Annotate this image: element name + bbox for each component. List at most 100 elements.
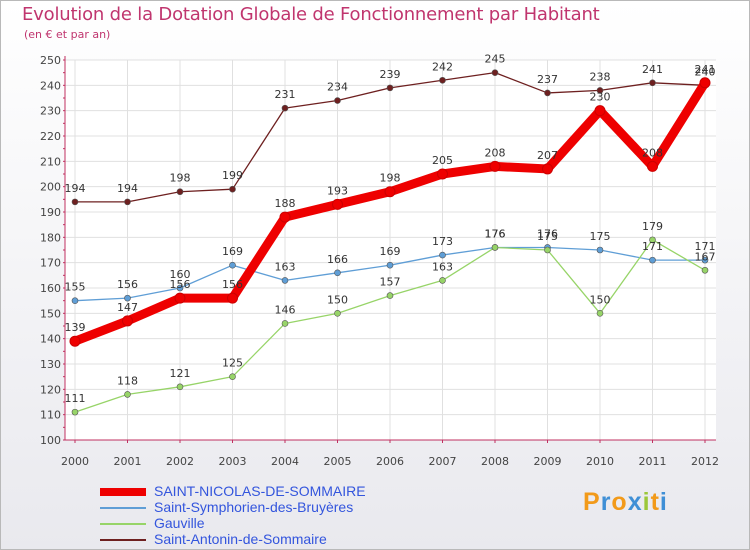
data-point (439, 277, 446, 284)
data-point (334, 269, 341, 277)
data-label: 111 (65, 392, 86, 405)
data-label: 150 (327, 293, 348, 306)
legend-swatch (100, 539, 146, 541)
data-point (439, 76, 446, 84)
data-label: 198 (380, 172, 401, 185)
legend-item-saint-antonin: Saint-Antonin-de-Sommaire (100, 531, 440, 548)
data-point (647, 160, 658, 172)
y-tick-label: 230 (40, 105, 61, 118)
data-point (229, 185, 236, 193)
y-tick-label: 100 (40, 434, 61, 447)
y-tick-label: 120 (40, 383, 61, 396)
legend-item-saint-symphorien: Saint-Symphorien-des-Bruyères (100, 499, 440, 516)
data-point (176, 284, 184, 292)
legend-label: Saint-Symphorien-des-Bruyères (154, 499, 354, 515)
y-tick-label: 220 (40, 130, 61, 143)
data-point (229, 261, 236, 269)
y-tick-label: 140 (40, 333, 61, 346)
y-tick-label: 190 (40, 206, 61, 219)
data-label: 205 (432, 154, 453, 167)
data-label: 239 (380, 68, 401, 81)
data-label: 118 (117, 374, 138, 387)
x-tick-label: 2001 (114, 455, 142, 468)
data-point (281, 277, 289, 284)
data-point (229, 373, 236, 380)
x-tick-label: 2007 (429, 455, 457, 468)
data-point (334, 97, 341, 104)
data-point (71, 297, 79, 304)
chart-title: Evolution de la Dotation Globale de Fonc… (22, 4, 600, 25)
data-point (594, 105, 606, 117)
y-tick-label: 250 (40, 54, 61, 67)
data-label: 176 (537, 227, 558, 240)
data-label: 242 (432, 60, 453, 73)
data-point (122, 315, 133, 327)
data-label: 173 (432, 235, 453, 248)
data-label: 194 (117, 182, 138, 195)
data-point (71, 408, 79, 416)
x-tick-label: 2004 (271, 455, 299, 468)
data-point (176, 383, 184, 391)
data-label: 146 (275, 303, 296, 316)
legend-label: Saint-Antonin-de-Sommaire (154, 531, 327, 547)
x-tick-label: 2005 (324, 455, 352, 468)
data-label: 163 (275, 260, 296, 273)
data-label: 207 (537, 149, 558, 162)
y-tick-label: 240 (40, 79, 61, 92)
data-label: 121 (170, 367, 191, 380)
y-tick-label: 170 (40, 257, 61, 270)
data-label: 230 (590, 91, 611, 104)
data-point (437, 168, 448, 180)
data-point (544, 246, 551, 254)
data-point (174, 292, 186, 304)
data-label: 171 (695, 240, 716, 253)
data-label: 167 (695, 250, 716, 263)
data-point (69, 335, 81, 347)
x-tick-label: 2000 (61, 455, 89, 468)
data-label: 157 (380, 276, 401, 289)
data-label: 166 (327, 253, 348, 266)
data-label: 198 (170, 172, 191, 185)
data-point (701, 256, 709, 264)
legend-item-saint-nicolas: SAINT-NICOLAS-DE-SOMMAIRE (100, 483, 440, 500)
data-label: 169 (380, 245, 401, 258)
data-point (279, 211, 291, 223)
data-label: 208 (485, 146, 506, 159)
data-point (596, 87, 604, 94)
data-label: 193 (327, 184, 348, 197)
data-label: 169 (222, 245, 243, 258)
x-tick-label: 2008 (481, 455, 509, 468)
legend-swatch (100, 488, 146, 496)
data-label: 179 (642, 220, 663, 233)
data-point (491, 69, 499, 76)
data-point (489, 160, 501, 172)
data-point (124, 294, 131, 302)
x-tick-label: 2006 (376, 455, 404, 468)
data-label: 156 (222, 278, 243, 291)
data-label: 156 (170, 278, 191, 291)
data-point (281, 320, 289, 327)
x-tick-label: 2010 (586, 455, 614, 468)
data-point (124, 391, 131, 398)
y-tick-label: 150 (40, 307, 61, 320)
data-label: 155 (65, 281, 86, 294)
data-label: 240 (695, 65, 716, 78)
data-label: 171 (642, 240, 663, 253)
data-label: 150 (590, 293, 611, 306)
data-label: 241 (642, 63, 663, 76)
data-label: 147 (117, 301, 138, 314)
legend-label: SAINT-NICOLAS-DE-SOMMAIRE (154, 483, 366, 499)
data-point (124, 198, 131, 206)
data-point (649, 236, 656, 244)
data-label: 241 (695, 63, 716, 76)
data-label: 125 (222, 357, 243, 370)
y-tick-label: 180 (40, 231, 61, 244)
data-point (699, 77, 711, 89)
data-point (596, 310, 604, 317)
data-label: 208 (642, 146, 663, 159)
data-point (701, 266, 709, 274)
data-label: 194 (65, 182, 86, 195)
data-label: 160 (170, 268, 191, 281)
data-point (544, 89, 551, 97)
